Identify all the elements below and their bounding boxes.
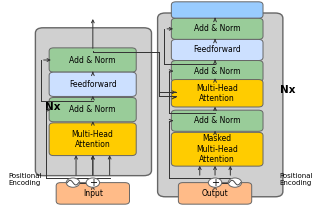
Circle shape xyxy=(228,178,242,187)
FancyBboxPatch shape xyxy=(171,110,263,131)
FancyBboxPatch shape xyxy=(49,48,136,72)
FancyBboxPatch shape xyxy=(171,18,263,39)
FancyBboxPatch shape xyxy=(158,13,283,197)
FancyBboxPatch shape xyxy=(171,2,263,18)
FancyBboxPatch shape xyxy=(49,72,136,97)
FancyBboxPatch shape xyxy=(36,28,151,176)
Text: Input: Input xyxy=(83,189,103,198)
FancyBboxPatch shape xyxy=(49,98,136,122)
FancyBboxPatch shape xyxy=(56,183,130,204)
Text: Feedforward: Feedforward xyxy=(69,80,116,89)
Text: Add & Norm: Add & Norm xyxy=(69,105,116,114)
FancyBboxPatch shape xyxy=(49,123,136,156)
Text: Add & Norm: Add & Norm xyxy=(194,116,240,125)
Text: Nx: Nx xyxy=(280,85,295,95)
Text: Nx: Nx xyxy=(44,102,60,112)
Text: Multi-Head
Attention: Multi-Head Attention xyxy=(72,129,114,149)
Text: Positional
Encoding: Positional Encoding xyxy=(279,173,312,186)
Circle shape xyxy=(86,178,100,187)
FancyBboxPatch shape xyxy=(171,61,263,82)
Text: Add & Norm: Add & Norm xyxy=(194,67,240,76)
Text: Masked
Multi-Head
Attention: Masked Multi-Head Attention xyxy=(196,134,238,164)
FancyBboxPatch shape xyxy=(178,183,252,204)
Text: Positional
Encoding: Positional Encoding xyxy=(8,173,42,186)
Text: Add & Norm: Add & Norm xyxy=(194,24,240,33)
FancyBboxPatch shape xyxy=(171,80,263,107)
Circle shape xyxy=(66,178,80,187)
Text: Multi-Head
Attention: Multi-Head Attention xyxy=(196,84,238,103)
FancyBboxPatch shape xyxy=(171,132,263,166)
FancyBboxPatch shape xyxy=(171,39,263,61)
Text: +: + xyxy=(89,178,97,188)
Text: Output: Output xyxy=(202,189,228,198)
Text: Feedforward: Feedforward xyxy=(193,45,241,55)
Circle shape xyxy=(208,178,222,187)
Text: Add & Norm: Add & Norm xyxy=(69,55,116,64)
Text: +: + xyxy=(211,178,219,188)
